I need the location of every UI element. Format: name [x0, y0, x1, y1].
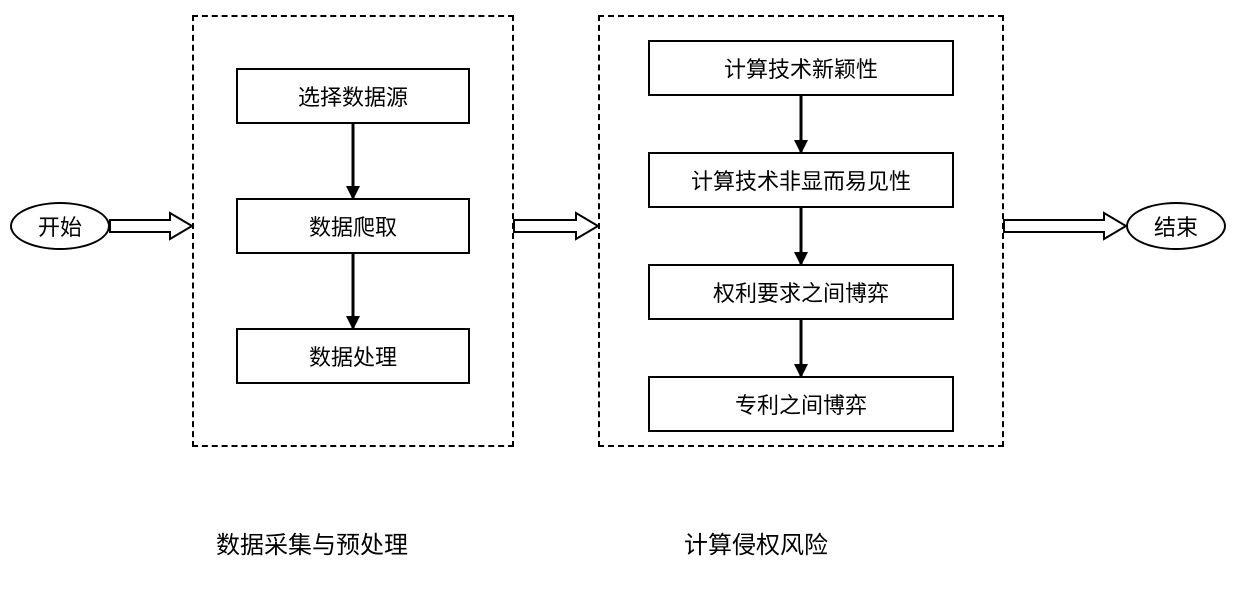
flowchart-canvas: 开始 结束 选择数据源 数据爬取 数据处理 数据采集与预处理 计算技术新颖性 计… [0, 0, 1240, 593]
stage-1-box-1-label: 选择数据源 [298, 80, 408, 112]
stage-2-box-2: 计算技术非显而易见性 [648, 152, 954, 208]
flow-arrow-3 [1004, 213, 1126, 239]
start-label: 开始 [38, 210, 82, 242]
stage-2-box-1: 计算技术新颖性 [648, 40, 954, 96]
stage-2-caption: 计算侵权风险 [684, 525, 828, 560]
stage-2-box-4-label: 专利之间博弈 [735, 388, 867, 420]
stage-2-box-3-label: 权利要求之间博弈 [713, 276, 889, 308]
start-terminal: 开始 [10, 202, 110, 250]
stage-1-caption: 数据采集与预处理 [216, 525, 408, 560]
stage-1-box-2: 数据爬取 [236, 198, 470, 254]
stage-2-box-4: 专利之间博弈 [648, 376, 954, 432]
stage-1-box-2-label: 数据爬取 [309, 210, 397, 242]
stage-2-box-1-label: 计算技术新颖性 [724, 52, 878, 84]
flow-arrow-1 [110, 213, 192, 239]
stage-2-box-3: 权利要求之间博弈 [648, 264, 954, 320]
stage-1-box-3: 数据处理 [236, 328, 470, 384]
stage-2-box-2-label: 计算技术非显而易见性 [691, 164, 911, 196]
stage-1-box-3-label: 数据处理 [309, 340, 397, 372]
stage-1-box-1: 选择数据源 [236, 68, 470, 124]
flow-arrow-2 [514, 213, 598, 239]
end-terminal: 结束 [1126, 202, 1226, 250]
end-label: 结束 [1154, 210, 1198, 242]
